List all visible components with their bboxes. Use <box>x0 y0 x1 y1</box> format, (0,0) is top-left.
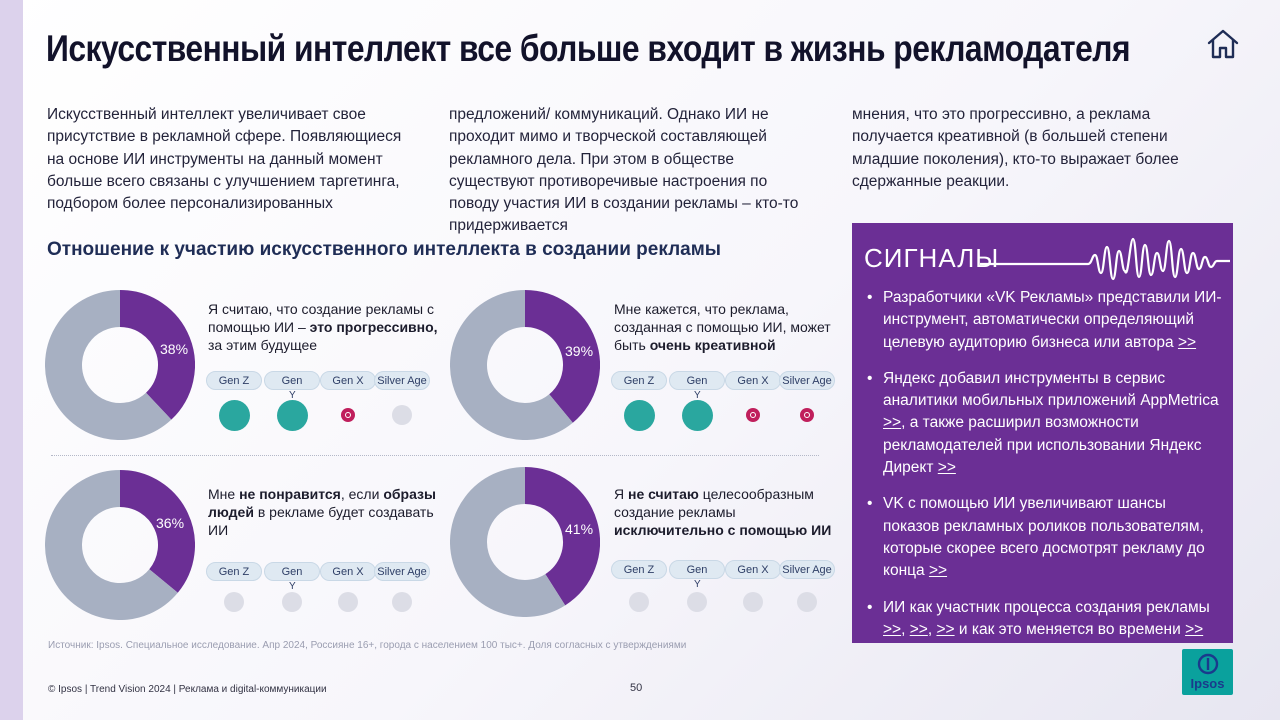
soundwave-icon <box>980 237 1230 281</box>
signals-panel: СИГНАЛЫ Разработчики «VK Рекламы» предст… <box>852 223 1233 643</box>
generation-marker-red <box>800 408 814 422</box>
generation-marker-grey <box>687 592 707 612</box>
generation-pill: Gen <box>669 371 725 390</box>
signal-link[interactable]: >> <box>928 562 948 580</box>
generation-pill: Gen X <box>725 371 781 390</box>
donut-slice-rest <box>45 470 178 620</box>
generation-pill: Gen X <box>320 562 376 581</box>
generation-marker-teal-big <box>623 399 655 431</box>
generation-pill: Gen <box>264 371 320 390</box>
generation-marker-red <box>746 408 760 422</box>
generation-marker-grey <box>629 592 649 612</box>
generation-pill: Silver Age <box>779 560 835 579</box>
statement-text: Я не считаю целесообразным создание рекл… <box>614 486 832 538</box>
donut-slice-agree <box>119 470 195 593</box>
donut-chart-4 <box>450 467 600 617</box>
generation-pill: Gen X <box>725 560 781 579</box>
generation-y-suffix: Y <box>694 579 701 590</box>
generation-marker-grey <box>224 592 244 612</box>
signals-list: Разработчики «VK Рекламы» представили ИИ… <box>864 287 1224 655</box>
ipsos-logo-text: Ipsos <box>1190 676 1225 691</box>
donut-slice-rest <box>450 467 566 617</box>
footer-copyright: © Ipsos | Trend Vision 2024 | Реклама и … <box>48 684 327 695</box>
intro-column-2: предложений/ коммуникаций. Однако ИИ не … <box>449 106 799 235</box>
signal-item: Разработчики «VK Рекламы» представили ИИ… <box>864 287 1224 354</box>
statement-text: Мне не понравится, если образы людей в р… <box>208 486 436 538</box>
donut-slice-rest <box>450 290 573 440</box>
signal-link[interactable]: >> <box>883 414 902 432</box>
generation-y-suffix: Y <box>289 390 296 401</box>
generation-pill: Gen <box>669 560 725 579</box>
generation-marker-teal-big <box>218 399 250 431</box>
generation-pill: Gen X <box>320 371 376 390</box>
generation-pill: Gen Z <box>611 560 667 579</box>
donut-slice-rest <box>45 290 172 440</box>
generation-pill: Gen <box>264 562 320 581</box>
donut-slice-agree <box>524 467 600 606</box>
intro-column-3: мнения, что это прогрессивно, а реклама … <box>852 106 1179 190</box>
signal-item: Яндекс добавил инструменты в сервис анал… <box>864 368 1224 479</box>
source-note: Источник: Ipsos. Специальное исследовани… <box>48 640 687 651</box>
signal-link[interactable]: >> <box>936 620 955 638</box>
generation-pill: Silver Age <box>779 371 835 390</box>
signal-link[interactable]: >> <box>883 620 902 638</box>
generation-pill: Gen Z <box>206 371 262 390</box>
intro-column-1: Искусственный интеллект увеличивает свое… <box>47 106 402 213</box>
generation-y-suffix: Y <box>289 581 296 592</box>
generation-marker-grey <box>282 592 302 612</box>
statement-text: Я считаю, что создание рекламы с помощью… <box>208 301 438 353</box>
donut-chart-1 <box>45 290 195 440</box>
generation-marker-red <box>341 408 355 422</box>
donut-percent-label: 41% <box>565 521 594 537</box>
donut-chart-2 <box>450 290 600 440</box>
generation-marker-grey <box>743 592 763 612</box>
signal-link[interactable]: >> <box>1177 333 1197 351</box>
donut-percent-label: 39% <box>565 343 594 359</box>
generation-y-suffix: Y <box>694 390 701 401</box>
signal-link[interactable]: >> <box>909 620 928 638</box>
generation-pill: Silver Age <box>374 562 430 581</box>
generation-pill: Gen Z <box>206 562 262 581</box>
signal-item: ИИ как участник процесса создания реклам… <box>864 597 1224 642</box>
chart-section-heading: Отношение к участию искусственного интел… <box>47 239 722 260</box>
generation-marker-teal-big <box>276 399 308 431</box>
generation-marker-grey <box>392 405 412 425</box>
donut-slice-agree <box>119 290 195 420</box>
signal-link[interactable]: >> <box>937 459 956 477</box>
ipsos-logo: Ipsos <box>1182 649 1233 695</box>
page-number: 50 <box>630 682 643 694</box>
generation-pill: Gen Z <box>611 371 667 390</box>
donut-percent-label: 36% <box>156 515 185 531</box>
left-accent-strip <box>0 0 23 720</box>
signals-title: СИГНАЛЫ <box>864 243 1000 273</box>
generation-pill: Silver Age <box>374 371 430 390</box>
generation-marker-grey <box>338 592 358 612</box>
signal-item: VK с помощью ИИ увеличивают шансы показо… <box>864 493 1224 582</box>
quadrant-divider <box>51 455 819 456</box>
home-icon[interactable] <box>1206 28 1240 60</box>
page-title: Искусственный интеллект все больше входи… <box>46 28 1131 69</box>
generation-marker-teal-big <box>681 399 713 431</box>
signal-link[interactable]: >> <box>1185 620 1204 638</box>
donut-chart-3 <box>45 470 195 620</box>
generation-marker-grey <box>797 592 817 612</box>
ipsos-mark-icon <box>1197 653 1219 675</box>
statement-text: Мне кажется, что реклама, созданная с по… <box>614 301 831 353</box>
donut-slice-agree <box>524 290 600 423</box>
generation-marker-grey <box>392 592 412 612</box>
donut-percent-label: 38% <box>160 341 189 357</box>
